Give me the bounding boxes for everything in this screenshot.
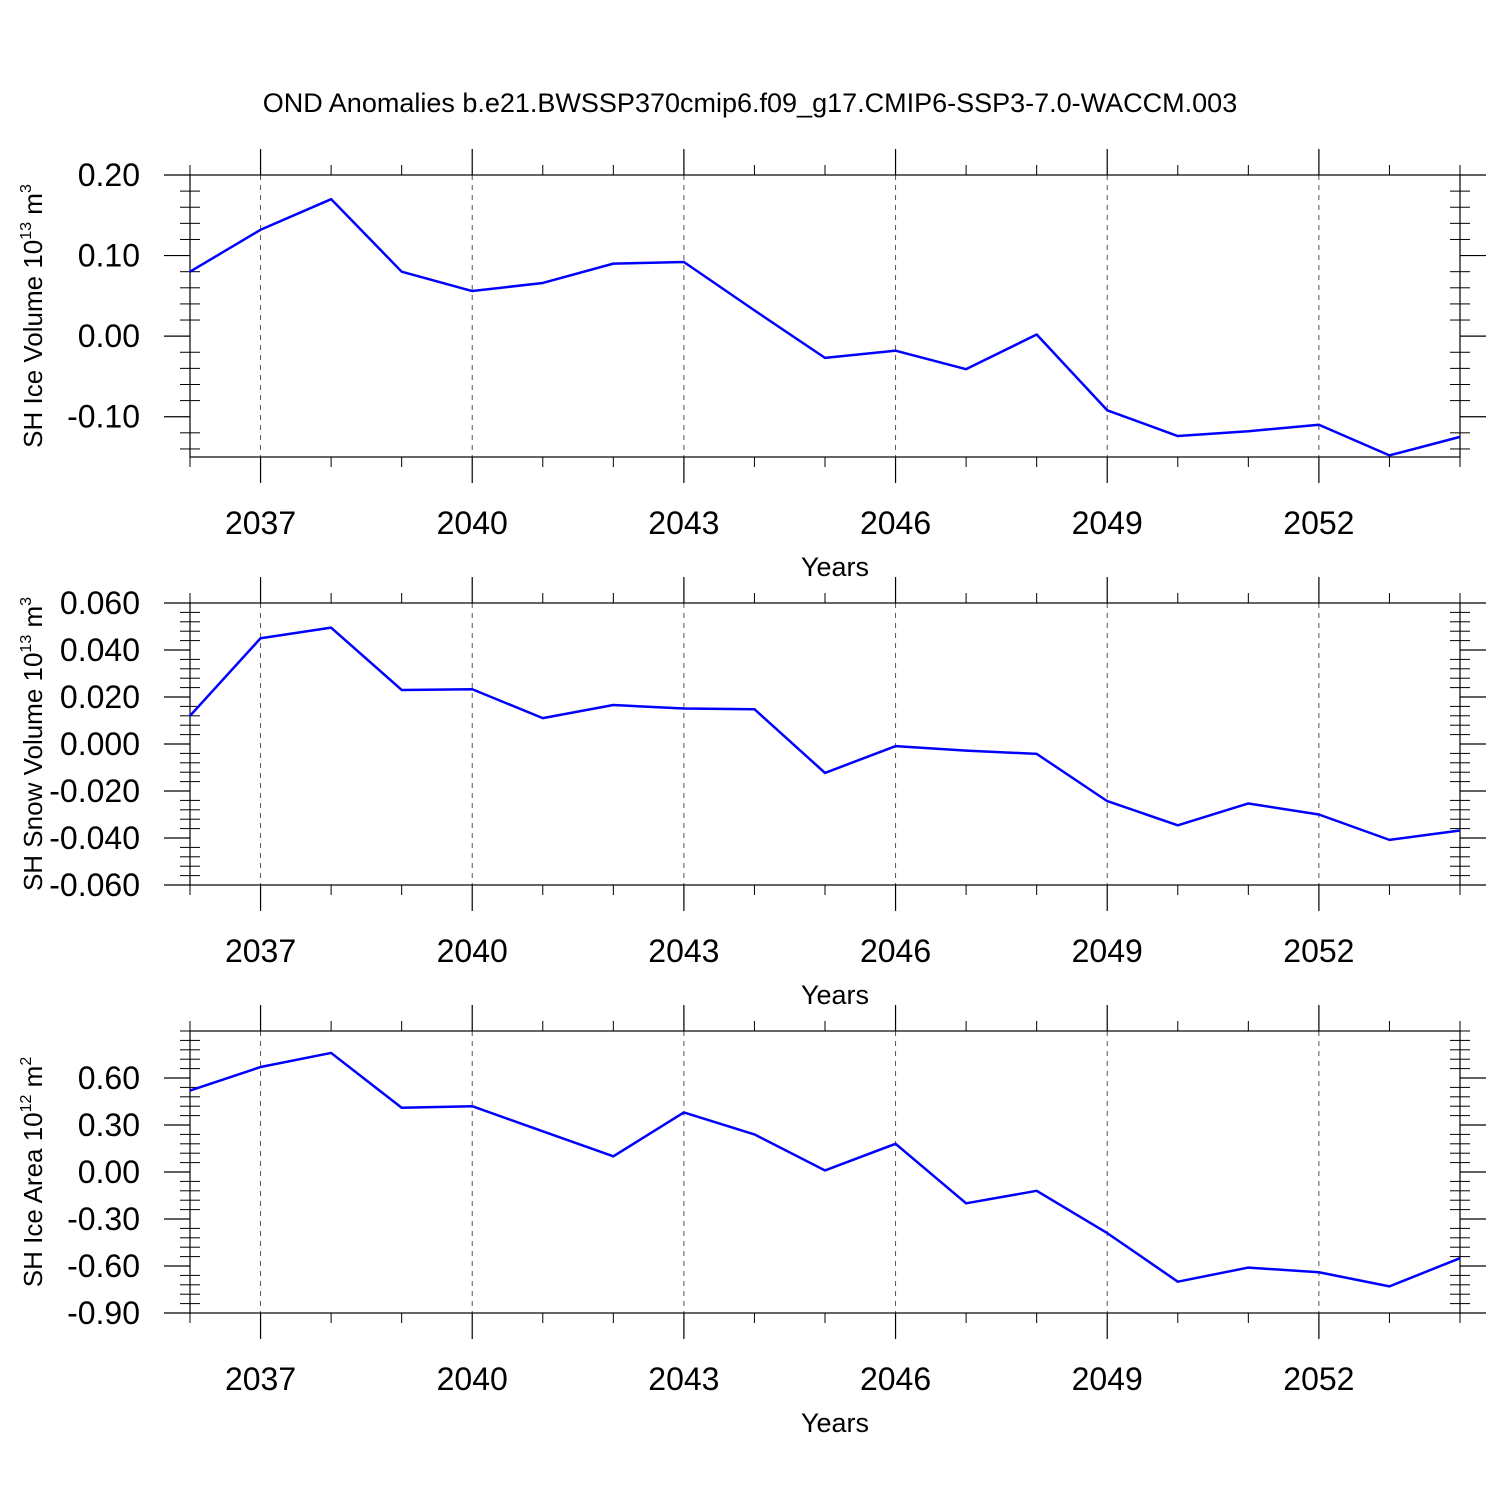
y-axis-label-superscript: 12: [18, 1094, 35, 1112]
x-tick-label: 2052: [1283, 933, 1354, 969]
x-tick-label: 2043: [648, 505, 719, 541]
y-axis-label: SH Snow Volume 1013 m3: [18, 597, 48, 891]
x-tick-label: 2046: [860, 505, 931, 541]
x-axis-label: Years: [801, 552, 869, 582]
y-axis-label-superscript: 3: [18, 597, 35, 606]
y-axis-label-superscript: 13: [18, 222, 35, 240]
x-axis-label: Years: [801, 980, 869, 1010]
x-tick-label: 2037: [225, 505, 296, 541]
panel-2: 0.060 0.040 0.020 0.000 -0.020 -0.040 -0.060 20…: [18, 577, 1486, 1010]
x-tick-label: 2052: [1283, 505, 1354, 541]
y-tick-label: 0.10: [78, 238, 140, 274]
series-line: [189, 1051, 1461, 1288]
x-tick-label: 2043: [648, 1361, 719, 1397]
x-tick-label: 2040: [437, 505, 508, 541]
y-tick-label: -0.90: [67, 1295, 140, 1331]
y-tick-label: 0.20: [78, 157, 140, 193]
y-axis-label-superscript: 2: [18, 1057, 35, 1066]
plot-frame: [189, 1030, 1461, 1314]
panels: 0.20 0.10 0.00 -0.10 2037 2040 2043 2046 2049 205…: [18, 149, 1486, 1438]
x-tick-label: 2046: [860, 933, 931, 969]
panel-3: 0.60 0.30 0.00 -0.30 -0.60 -0.90 2037 2040 2043 2…: [18, 1005, 1486, 1438]
y-tick-label: -0.30: [67, 1201, 140, 1237]
x-tick-label: 2049: [1072, 933, 1143, 969]
y-axis-label-text: SH Ice Area 10: [18, 1112, 48, 1287]
x-tick-label: 2049: [1072, 1361, 1143, 1397]
y-axis-label-text: m: [18, 606, 48, 635]
chart-title: OND Anomalies b.e21.BWSSP370cmip6.f09_g1…: [263, 88, 1237, 118]
plot-frame: [189, 174, 1461, 458]
y-tick-label: -0.60: [67, 1248, 140, 1284]
y-axis-label: SH Ice Volume 1013 m3: [18, 184, 48, 448]
y-tick-label: 0.040: [60, 632, 140, 668]
y-tick-label: -0.060: [49, 867, 140, 903]
x-tick-label: 2049: [1072, 505, 1143, 541]
x-tick-label: 2046: [860, 1361, 931, 1397]
y-axis-label-text: m: [18, 193, 48, 222]
y-axis-label-text: m: [18, 1066, 48, 1095]
y-tick-label: 0.30: [78, 1107, 140, 1143]
y-axis-label: SH Ice Area 1012 m2: [18, 1057, 48, 1288]
y-tick-label: 0.060: [60, 585, 140, 621]
x-tick-label: 2037: [225, 933, 296, 969]
y-tick-label: 0.020: [60, 679, 140, 715]
series-line: [189, 197, 1461, 457]
x-axis-label: Years: [801, 1408, 869, 1438]
y-tick-label: -0.040: [49, 820, 140, 856]
y-tick-label: 0.000: [60, 726, 140, 762]
x-tick-label: 2043: [648, 933, 719, 969]
y-axis-label-text: SH Ice Volume 10: [18, 240, 48, 448]
y-tick-label: 0.00: [78, 318, 140, 354]
y-axis-label-superscript: 13: [18, 635, 35, 653]
series-line: [189, 626, 1461, 842]
x-tick-label: 2037: [225, 1361, 296, 1397]
y-axis-label-superscript: 3: [18, 184, 35, 193]
x-tick-label: 2040: [437, 933, 508, 969]
x-tick-label: 2040: [437, 1361, 508, 1397]
x-tick-label: 2052: [1283, 1361, 1354, 1397]
y-tick-label: -0.020: [49, 773, 140, 809]
y-tick-label: -0.10: [67, 399, 140, 435]
y-tick-label: 0.60: [78, 1060, 140, 1096]
panel-1: 0.20 0.10 0.00 -0.10 2037 2040 2043 2046 2049 205…: [18, 149, 1486, 582]
y-axis-label-text: SH Snow Volume 10: [18, 653, 48, 891]
plot-frame: [189, 602, 1461, 886]
y-tick-label: 0.00: [78, 1154, 140, 1190]
